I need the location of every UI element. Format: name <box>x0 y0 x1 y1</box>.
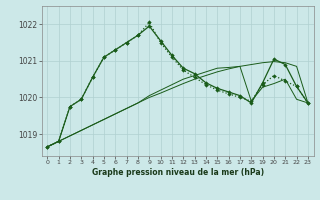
X-axis label: Graphe pression niveau de la mer (hPa): Graphe pression niveau de la mer (hPa) <box>92 168 264 177</box>
